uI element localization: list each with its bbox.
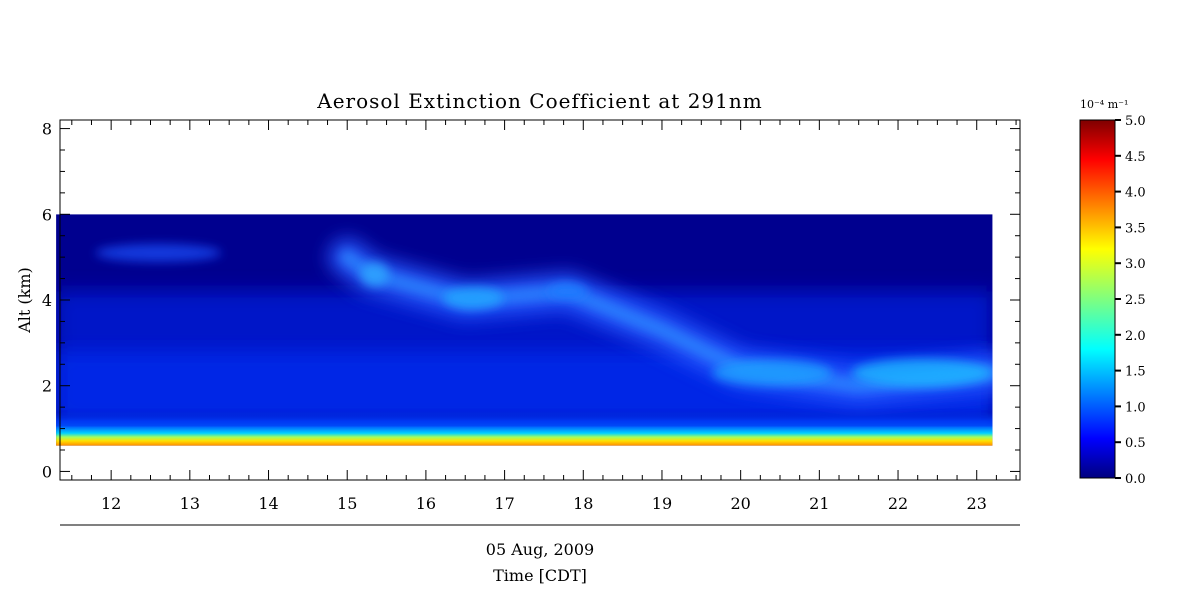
- x-axis-ticks: 12 13 14 15 16 17 18 19 20 21 22 23: [71, 120, 1017, 513]
- y-tick-label: 8: [42, 120, 52, 139]
- layer-patch: [443, 286, 504, 309]
- surface-layer-band: [56, 426, 993, 446]
- x-tick-label: 21: [809, 494, 829, 513]
- colorbar-ticks: 0.0 0.5 1.0 1.5 2.0 2.5 3.0 3.5 4.0 4.5 5.0: [1115, 114, 1146, 487]
- colorbar-tick-label: 5.0: [1125, 114, 1146, 129]
- y-axis-label: Alt (km): [15, 267, 34, 334]
- boundary-layer-band: [56, 411, 993, 431]
- layer-patch: [712, 359, 833, 386]
- y-axis-ticks: 0 2 4 6 8: [42, 120, 1020, 481]
- x-tick-label: 16: [416, 494, 436, 513]
- layer-patch: [851, 358, 992, 387]
- colorbar-tick-label: 0.0: [1125, 472, 1146, 487]
- x-tick-label: 13: [180, 494, 200, 513]
- x-tick-label: 15: [337, 494, 357, 513]
- chart-title: Aerosol Extinction Coefficient at 291nm: [316, 89, 762, 113]
- x-axis-label: Time [CDT]: [493, 566, 587, 585]
- layer-patch: [360, 262, 389, 287]
- colorbar-tick-label: 3.5: [1125, 221, 1146, 236]
- heatmap-field: [56, 214, 993, 446]
- x-tick-label: 19: [652, 494, 672, 513]
- colorbar-tick-label: 2.0: [1125, 329, 1146, 344]
- colorbar-tick-label: 0.5: [1125, 436, 1146, 451]
- colorbar-tick-label: 1.5: [1125, 365, 1146, 380]
- x-tick-label: 23: [967, 494, 987, 513]
- x-tick-label: 12: [101, 494, 121, 513]
- colorbar-tick-label: 2.5: [1125, 293, 1146, 308]
- upper-layer-blob: [95, 243, 222, 262]
- y-tick-label: 6: [42, 205, 52, 224]
- x-tick-label: 22: [888, 494, 908, 513]
- y-tick-label: 4: [42, 291, 52, 310]
- x-tick-label: 14: [258, 494, 278, 513]
- layer-patch: [547, 283, 588, 300]
- colorbar-unit-label: 10⁻⁴ m⁻¹: [1080, 98, 1128, 111]
- y-tick-label: 0: [42, 462, 52, 481]
- y-tick-label: 2: [42, 377, 52, 396]
- x-tick-label: 17: [494, 494, 514, 513]
- colorbar-tick-label: 4.0: [1125, 186, 1146, 201]
- x-tick-label: 18: [573, 494, 593, 513]
- aerosol-layers: [56, 238, 993, 420]
- colorbar-tick-label: 3.0: [1125, 257, 1146, 272]
- date-label: 05 Aug, 2009: [486, 540, 594, 559]
- colorbar: [1079, 119, 1116, 479]
- colorbar-tick-label: 1.0: [1125, 400, 1146, 415]
- x-tick-label: 20: [730, 494, 750, 513]
- colorbar-tick-label: 4.5: [1125, 150, 1146, 165]
